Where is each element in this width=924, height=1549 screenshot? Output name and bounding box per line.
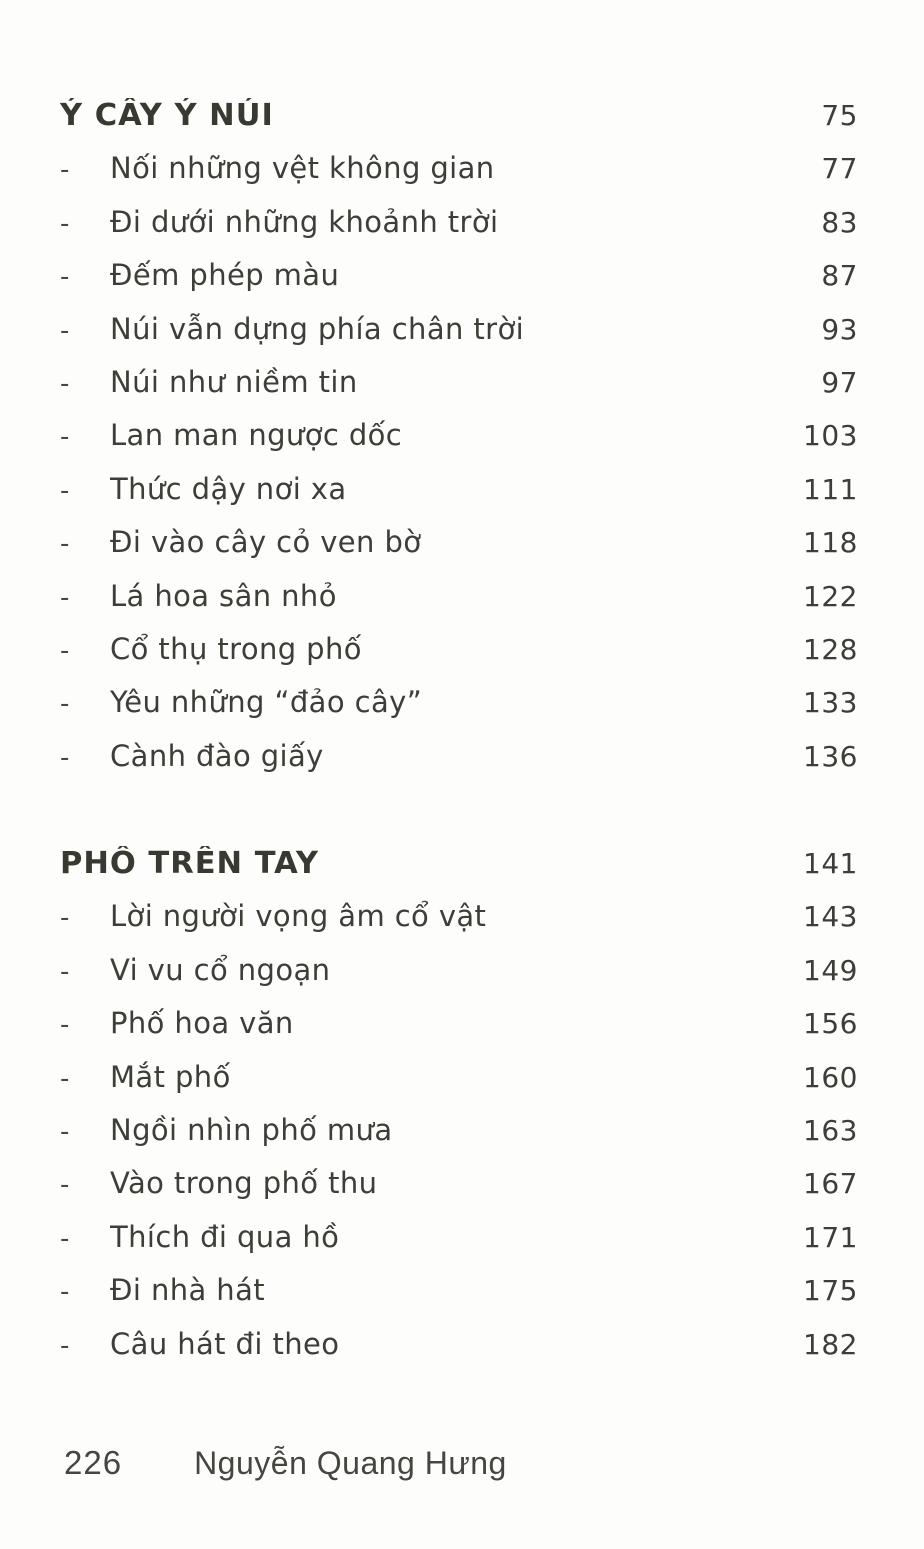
entry-title: Núi như niềm tin: [110, 364, 358, 399]
entry-page-number: 83: [821, 205, 858, 239]
entry-page-number: 167: [803, 1167, 858, 1201]
dash-marker: -: [60, 262, 70, 293]
dash-marker: -: [60, 1277, 70, 1308]
entry-title: Lan man ngược dốc: [110, 418, 403, 453]
dash-marker: -: [60, 1117, 70, 1148]
entry-title: Mắt phố: [110, 1059, 231, 1094]
toc-section: PHỐ TRÊN TAY 141 - Lời người vọng âm cổ …: [60, 846, 858, 1380]
entry-page-number: 122: [803, 579, 858, 613]
dash-marker: -: [60, 422, 70, 453]
toc-entry: - Vi vu cổ ngoạn 149: [60, 953, 858, 1006]
dash-marker: -: [60, 1223, 70, 1254]
toc-entry: - Thích đi qua hồ 171: [60, 1220, 858, 1273]
entry-title: Câu hát đi theo: [110, 1326, 340, 1361]
footer-author: Nguyễn Quang Hưng: [194, 1445, 507, 1481]
entry-title: Lời người vọng âm cổ vật: [110, 899, 487, 934]
entry-title: Đếm phép màu: [110, 258, 340, 293]
entry-title: Đi dưới những khoảnh trời: [110, 204, 499, 239]
entry-page-number: 111: [803, 472, 858, 506]
dash-marker: -: [60, 1330, 70, 1361]
entry-title: Thích đi qua hồ: [110, 1219, 340, 1254]
dash-marker: -: [60, 689, 70, 720]
entry-title: Cổ thụ trong phố: [110, 631, 362, 666]
entry-title: Cành đào giấy: [110, 738, 324, 773]
toc-entry: - Đi vào cây cỏ ven bờ 118: [60, 525, 858, 578]
page-footer: 226 Nguyễn Quang Hưng: [64, 1444, 507, 1482]
toc-entry: - Nối những vệt không gian 77: [60, 151, 858, 204]
section-page-number: 141: [803, 847, 858, 881]
toc-entry: - Cổ thụ trong phố 128: [60, 632, 858, 685]
entry-title: Nối những vệt không gian: [110, 151, 495, 186]
section-heading-row: Ý CÂY Ý NÚI 75: [60, 98, 858, 151]
entry-title: Ngồi nhìn phố mưa: [110, 1113, 393, 1148]
entry-page-number: 97: [821, 365, 858, 399]
toc-entry: - Đếm phép màu 87: [60, 258, 858, 311]
dash-marker: -: [60, 635, 70, 666]
entry-title: Thức dậy nơi xa: [110, 471, 347, 506]
toc-entry: - Cành đào giấy 136: [60, 739, 858, 792]
dash-marker: -: [60, 903, 70, 934]
entry-page-number: 87: [821, 259, 858, 293]
toc-entry: - Núi như niềm tin 97: [60, 365, 858, 418]
entry-page-number: 160: [803, 1060, 858, 1094]
entry-page-number: 171: [803, 1220, 858, 1254]
toc-entry: - Lá hoa sân nhỏ 122: [60, 579, 858, 632]
entry-page-number: 163: [803, 1114, 858, 1148]
section-title: Ý CÂY Ý NÚI: [60, 98, 274, 133]
dash-marker: -: [60, 155, 70, 186]
dash-marker: -: [60, 582, 70, 613]
section-title: PHỐ TRÊN TAY: [60, 846, 319, 882]
dash-marker: -: [60, 1170, 70, 1201]
entry-page-number: 136: [803, 739, 858, 773]
dash-marker: -: [60, 1010, 70, 1041]
entry-page-number: 118: [803, 526, 858, 560]
entry-page-number: 149: [803, 953, 858, 987]
entry-title: Vào trong phố thu: [110, 1166, 378, 1201]
entry-title: Đi vào cây cỏ ven bờ: [110, 525, 422, 560]
entry-title: Núi vẫn dựng phía chân trời: [110, 311, 525, 346]
dash-marker: -: [60, 475, 70, 506]
toc-entry: - Núi vẫn dựng phía chân trời 93: [60, 312, 858, 365]
toc-entry: - Đi dưới những khoảnh trời 83: [60, 205, 858, 258]
toc-section: Ý CÂY Ý NÚI 75 - Nối những vệt không gia…: [60, 98, 858, 792]
toc-entry: - Mắt phố 160: [60, 1060, 858, 1113]
dash-marker: -: [60, 208, 70, 239]
table-of-contents: Ý CÂY Ý NÚI 75 - Nối những vệt không gia…: [60, 98, 858, 1380]
dash-marker: -: [60, 1063, 70, 1094]
toc-entry: - Đi nhà hát 175: [60, 1273, 858, 1326]
toc-entry: - Lời người vọng âm cổ vật 143: [60, 899, 858, 952]
entry-title: Lá hoa sân nhỏ: [110, 578, 337, 613]
entry-page-number: 175: [803, 1274, 858, 1308]
footer-page-number: 226: [64, 1444, 123, 1481]
toc-entry: - Ngồi nhìn phố mưa 163: [60, 1113, 858, 1166]
entry-page-number: 128: [803, 632, 858, 666]
entry-title: Yêu những “đảo cây”: [110, 685, 423, 720]
section-heading-row: PHỐ TRÊN TAY 141: [60, 846, 858, 899]
toc-entry: - Phố hoa văn 156: [60, 1006, 858, 1059]
entry-page-number: 93: [821, 312, 858, 346]
entry-page-number: 143: [803, 900, 858, 934]
entry-page-number: 133: [803, 686, 858, 720]
dash-marker: -: [60, 956, 70, 987]
dash-marker: -: [60, 742, 70, 773]
dash-marker: -: [60, 529, 70, 560]
dash-marker: -: [60, 315, 70, 346]
entry-title: Vi vu cổ ngoạn: [110, 952, 331, 987]
entry-page-number: 182: [803, 1327, 858, 1361]
entry-page-number: 156: [803, 1007, 858, 1041]
toc-entry: - Yêu những “đảo cây” 133: [60, 685, 858, 738]
entry-page-number: 77: [821, 152, 858, 186]
dash-marker: -: [60, 368, 70, 399]
entry-page-number: 103: [803, 419, 858, 453]
toc-entry: - Câu hát đi theo 182: [60, 1327, 858, 1380]
entry-title: Phố hoa văn: [110, 1006, 294, 1041]
toc-entry: - Vào trong phố thu 167: [60, 1166, 858, 1219]
toc-entry: - Thức dậy nơi xa 111: [60, 472, 858, 525]
entry-title: Đi nhà hát: [110, 1273, 266, 1308]
section-page-number: 75: [821, 99, 858, 132]
toc-entry: - Lan man ngược dốc 103: [60, 418, 858, 471]
